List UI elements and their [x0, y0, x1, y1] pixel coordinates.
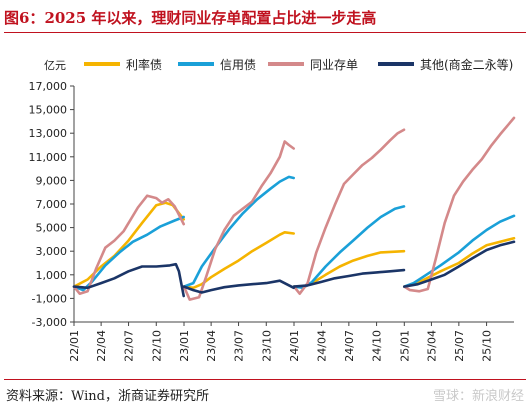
x-tick-label: 24/01: [288, 330, 301, 362]
series-line: [182, 231, 296, 290]
y-tick-label: -1,000: [32, 292, 67, 305]
x-tick-label: 24/10: [371, 330, 384, 362]
legend: 利率债 信用债 同业存单 其他(商金二永等): [84, 57, 513, 72]
series-group: [72, 116, 516, 301]
y-tick-label: 7,000: [36, 198, 68, 211]
series-line: [402, 214, 516, 288]
footer: 资料来源：Wind，浙商证券研究所 雪球：新浪财经: [4, 379, 526, 410]
series-line: [292, 128, 406, 296]
y-tick-label: 17,000: [29, 80, 68, 93]
y-tick-label: 3,000: [36, 245, 68, 258]
x-tick-label: 22/07: [123, 330, 136, 362]
figure-title-text: 2025 年以来，理财同业存单配置占比进一步走高: [44, 9, 377, 27]
y-axis: -3,000 -1,000 1,000 3,000 5,000 7,000 9,000 11,…: [29, 80, 75, 329]
y-tick-label: 13,000: [29, 127, 68, 140]
x-tick-label: 24/07: [343, 330, 356, 362]
x-axis: 22/01 22/04 22/07 22/10 23/01 23/04 23/07 23/10…: [68, 321, 514, 362]
figure-number: 图6：: [4, 9, 45, 27]
legend-label: 同业存单: [310, 58, 358, 72]
series-line: [292, 268, 406, 288]
legend-label: 利率债: [126, 57, 162, 72]
y-tick-label: 15,000: [29, 104, 68, 117]
x-tick-label: 23/04: [205, 330, 218, 362]
watermark: 雪球：新浪财经: [432, 389, 524, 404]
y-tick-label: -3,000: [32, 316, 67, 329]
x-tick-label: 23/01: [178, 330, 191, 362]
legend-label: 其他(商金二永等): [420, 57, 513, 72]
source-note: 资料来源：Wind，浙商证券研究所: [6, 389, 209, 404]
x-tick-label: 23/10: [260, 330, 273, 362]
figure-title: 图6：2025 年以来，理财同业存单配置占比进一步走高: [4, 4, 526, 33]
series-line: [182, 279, 296, 294]
series-line: [72, 262, 185, 298]
series-line: [402, 116, 516, 293]
series-line: [182, 175, 296, 288]
series-line: [72, 215, 185, 292]
x-tick-label: 25/10: [481, 330, 494, 362]
y-tick-label: 11,000: [29, 151, 68, 164]
y-axis-label: 亿元: [44, 59, 66, 72]
x-tick-label: 25/04: [425, 330, 438, 362]
series-其他(商金二永等): [72, 240, 516, 298]
legend-label: 信用债: [220, 58, 256, 72]
series-line: [402, 240, 516, 288]
x-tick-label: 23/07: [233, 330, 246, 362]
x-tick-label: 24/04: [315, 330, 328, 362]
y-tick-label: 5,000: [36, 222, 68, 235]
x-tick-label: 22/04: [95, 330, 108, 362]
x-tick-label: 25/01: [398, 330, 411, 362]
x-tick-label: 22/01: [68, 330, 81, 362]
line-chart: 亿元 利率债 信用债 同业存单 其他(商金二永等) -3,000 -1,000 1,000…: [29, 57, 516, 362]
x-tick-label: 25/07: [453, 330, 466, 362]
y-tick-label: 9,000: [36, 174, 68, 187]
x-tick-label: 22/10: [150, 330, 163, 362]
y-tick-label: 1,000: [36, 269, 68, 282]
series-line: [182, 140, 296, 301]
